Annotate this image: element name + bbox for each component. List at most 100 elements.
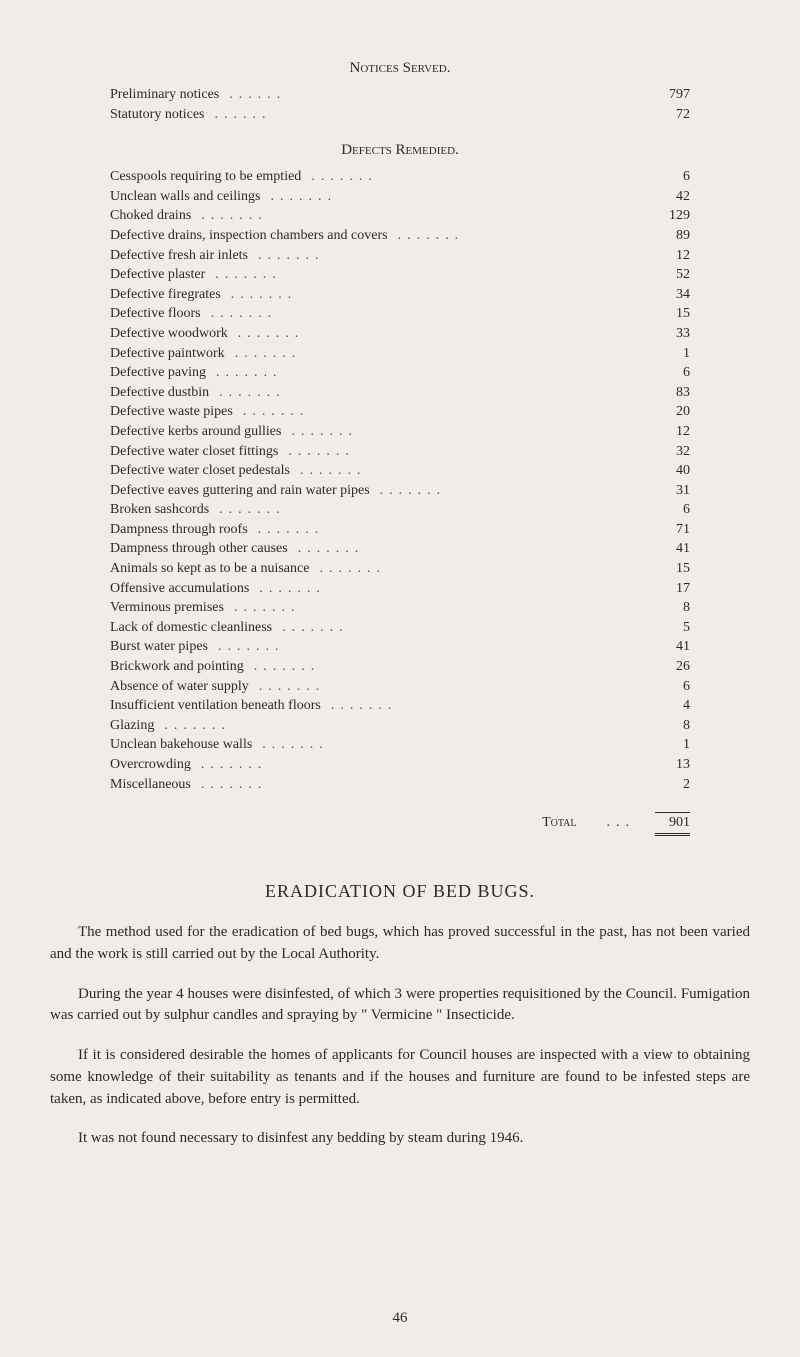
row-label: Defective water closet fittings [110, 442, 278, 462]
row-value: 2 [655, 775, 690, 795]
leader-dots: ....... [260, 187, 655, 207]
leader-dots: ....... [301, 167, 655, 187]
row-value: 797 [655, 85, 690, 105]
row-value: 13 [655, 755, 690, 775]
leader-dots: ....... [208, 637, 655, 657]
paragraph: If it is considered desirable the homes … [50, 1045, 750, 1110]
leader-dots: ....... [154, 716, 655, 736]
row-label: Broken sashcords [110, 500, 209, 520]
table-row: Dampness through roofs.......71 [50, 520, 750, 540]
table-row: Defective fresh air inlets.......12 [50, 246, 750, 266]
table-row: Defective plaster.......52 [50, 265, 750, 285]
row-value: 15 [655, 559, 690, 579]
leader-dots: ....... [272, 618, 655, 638]
leader-dots: ....... [225, 344, 655, 364]
row-value: 4 [655, 696, 690, 716]
paragraph: The method used for the eradication of b… [50, 922, 750, 966]
row-label: Offensive accumulations [110, 579, 249, 599]
row-value: 12 [655, 422, 690, 442]
leader-dots: ....... [201, 304, 655, 324]
row-value: 15 [655, 304, 690, 324]
table-row: Brickwork and pointing.......26 [50, 657, 750, 677]
row-label: Defective fresh air inlets [110, 246, 248, 266]
table-row: Unclean walls and ceilings.......42 [50, 187, 750, 207]
leader-dots: ....... [233, 402, 655, 422]
row-value: 41 [655, 539, 690, 559]
row-value: 8 [655, 716, 690, 736]
row-value: 71 [655, 520, 690, 540]
leader-dots: ....... [248, 520, 655, 540]
leader-dots: ....... [221, 285, 655, 305]
leader-dots: ....... [370, 481, 655, 501]
total-label: Total [542, 815, 576, 831]
table-row: Defective woodwork.......33 [50, 324, 750, 344]
row-label: Insufficient ventilation beneath floors [110, 696, 321, 716]
row-value: 129 [655, 206, 690, 226]
total-value: 901 [655, 812, 690, 836]
row-value: 12 [655, 246, 690, 266]
row-label: Defective paintwork [110, 344, 225, 364]
row-label: Dampness through other causes [110, 539, 288, 559]
row-value: 1 [655, 735, 690, 755]
row-label: Glazing [110, 716, 154, 736]
row-value: 1 [655, 344, 690, 364]
row-label: Unclean bakehouse walls [110, 735, 252, 755]
row-value: 20 [655, 402, 690, 422]
table-row: Defective kerbs around gullies.......12 [50, 422, 750, 442]
defects-remedied-table: Cesspools requiring to be emptied.......… [50, 167, 750, 794]
row-label: Brickwork and pointing [110, 657, 244, 677]
row-label: Absence of water supply [110, 677, 249, 697]
leader-dots: ....... [252, 735, 655, 755]
table-row: Overcrowding.......13 [50, 755, 750, 775]
paragraph: It was not found necessary to disinfest … [50, 1128, 750, 1150]
table-row: Defective waste pipes.......20 [50, 402, 750, 422]
leader-dots: ....... [248, 246, 655, 266]
row-label: Defective drains, inspection chambers an… [110, 226, 388, 246]
leader-dots: ....... [224, 598, 655, 618]
table-row: Defective water closet fittings.......32 [50, 442, 750, 462]
row-value: 6 [655, 363, 690, 383]
page-number: 46 [0, 1310, 800, 1327]
row-value: 5 [655, 618, 690, 638]
table-row: Glazing.......8 [50, 716, 750, 736]
row-label: Defective paving [110, 363, 206, 383]
leader-dots: ....... [309, 559, 655, 579]
row-label: Preliminary notices [110, 85, 219, 105]
row-label: Overcrowding [110, 755, 191, 775]
leader-dots: ...... [219, 85, 655, 105]
table-row: Burst water pipes.......41 [50, 637, 750, 657]
table-row: Defective paving.......6 [50, 363, 750, 383]
row-value: 26 [655, 657, 690, 677]
row-value: 32 [655, 442, 690, 462]
table-row: Broken sashcords.......6 [50, 500, 750, 520]
table-row: Miscellaneous.......2 [50, 775, 750, 795]
row-value: 89 [655, 226, 690, 246]
leader-dots: ....... [228, 324, 655, 344]
table-row: Defective dustbin.......83 [50, 383, 750, 403]
leader-dots: ....... [191, 206, 655, 226]
row-value: 72 [655, 105, 690, 125]
row-label: Defective waste pipes [110, 402, 233, 422]
row-value: 40 [655, 461, 690, 481]
row-value: 6 [655, 677, 690, 697]
leader-dots: ....... [206, 363, 655, 383]
leader-dots: ....... [321, 696, 655, 716]
leader-dots: ....... [205, 265, 655, 285]
row-value: 31 [655, 481, 690, 501]
row-label: Burst water pipes [110, 637, 208, 657]
table-row: Defective floors.......15 [50, 304, 750, 324]
row-label: Defective firegrates [110, 285, 221, 305]
row-label: Defective water closet pedestals [110, 461, 290, 481]
row-label: Statutory notices [110, 105, 205, 125]
table-row: Absence of water supply.......6 [50, 677, 750, 697]
leader-dots: ....... [191, 775, 655, 795]
paragraph: During the year 4 houses were disinfeste… [50, 984, 750, 1028]
leader-dots: ....... [290, 461, 655, 481]
leader-dots: ....... [244, 657, 655, 677]
table-row: Preliminary notices ...... 797 [50, 85, 750, 105]
row-value: 41 [655, 637, 690, 657]
table-row: Insufficient ventilation beneath floors.… [50, 696, 750, 716]
leader-dots: ....... [249, 677, 655, 697]
leader-dots: ....... [191, 755, 655, 775]
row-value: 42 [655, 187, 690, 207]
